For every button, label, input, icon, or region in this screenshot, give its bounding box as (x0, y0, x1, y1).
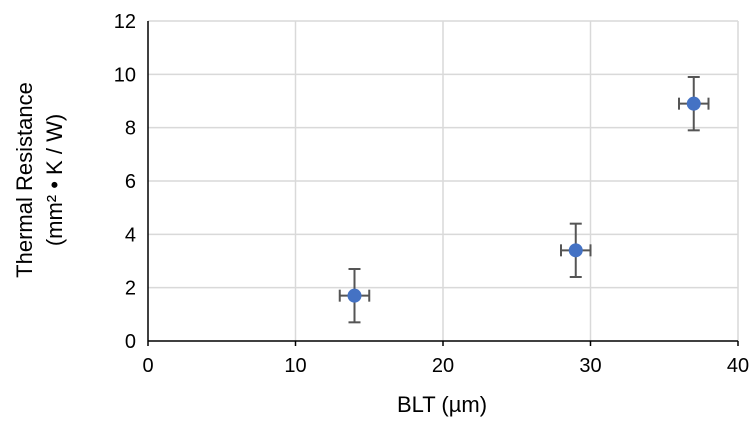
y-tick-label: 8 (125, 118, 136, 140)
tick-labels: 0 2 4 6 8 10 12 0 10 20 30 40 (114, 11, 749, 377)
y-tick-label: 10 (114, 64, 136, 86)
data-point (686, 96, 701, 111)
data-point-group (678, 76, 710, 132)
grid-lines (148, 20, 739, 341)
data-point (347, 288, 362, 303)
x-tick-label: 0 (142, 355, 153, 377)
data-points (338, 76, 710, 324)
data-point-group (560, 222, 592, 278)
x-tick-label: 40 (727, 355, 749, 377)
x-tick-label: 20 (432, 355, 454, 377)
y-tick-label: 2 (125, 278, 136, 300)
y-tick-label: 4 (125, 224, 136, 246)
y-tick-label: 6 (125, 171, 136, 193)
y-axis-title-line2: (mm² • K / W) (42, 114, 67, 246)
x-axis-title: BLT (µm) (397, 392, 487, 417)
data-point (568, 243, 583, 258)
y-tick-label: 12 (114, 11, 136, 33)
axes (147, 21, 739, 346)
y-tick-label: 0 (125, 331, 136, 353)
x-tick-label: 30 (579, 355, 601, 377)
y-axis-title-line1: Thermal Resistance (12, 82, 37, 278)
data-point-group (338, 268, 371, 324)
x-tick-label: 10 (284, 355, 306, 377)
